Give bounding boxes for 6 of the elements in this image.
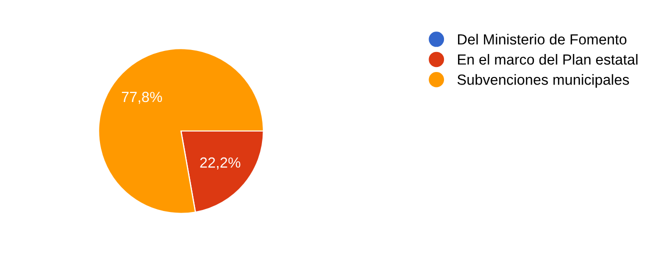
legend-label: Subvenciones municipales [457,74,629,88]
data-label: 22,2% [200,157,240,170]
legend-label: En el marco del Plan estatal [458,54,638,65]
pie-slice [98,48,264,214]
legend-label: Del Ministerio de Fomento [458,34,626,45]
data-label: 77,8% [122,92,162,104]
